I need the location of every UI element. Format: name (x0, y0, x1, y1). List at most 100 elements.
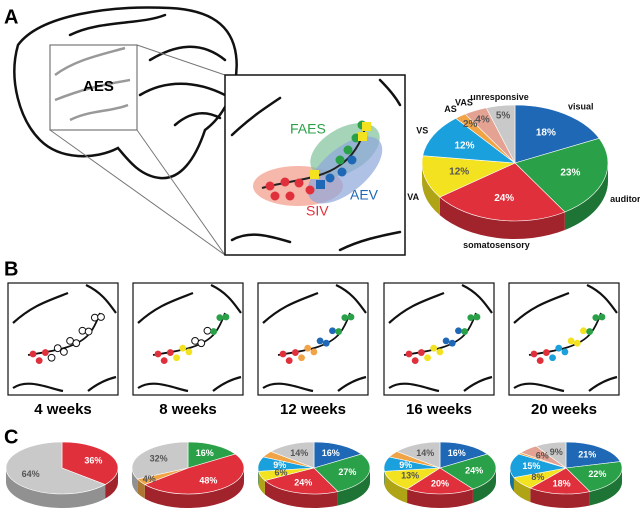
pie-side (258, 471, 265, 495)
pie-side (513, 477, 531, 503)
value-label: 36% (84, 456, 102, 466)
brain-sketch (13, 6, 238, 256)
value-label: 16% (448, 448, 466, 458)
sketch-frame (7, 282, 119, 396)
pie-slice (514, 137, 609, 213)
pie-slice (131, 441, 189, 480)
sketch-dot (216, 314, 224, 322)
pie-slice (439, 453, 497, 490)
value-label: 21% (578, 450, 596, 460)
pie-slice (485, 104, 516, 164)
sketch-frame (132, 282, 244, 396)
sketch-dot (29, 350, 37, 358)
value-label: 16% (196, 448, 214, 458)
value-label: 18% (553, 478, 571, 488)
category-label: unresponsive (470, 92, 529, 102)
region-label: AES (83, 78, 114, 95)
value-label: 24% (294, 478, 312, 488)
pie-side (472, 468, 496, 504)
pie-side (564, 163, 608, 230)
sketch-dot (84, 327, 93, 336)
value-label: 13% (401, 471, 419, 481)
value-label: 9% (550, 447, 563, 457)
pie-side (6, 468, 106, 509)
sketch-dot (430, 344, 438, 352)
sketch-dot (291, 349, 299, 356)
pie-slice (264, 467, 339, 495)
sketch-dot (173, 354, 180, 362)
sketch-line (262, 284, 367, 393)
sketch-dot (322, 339, 330, 347)
category-label: VA (407, 192, 419, 202)
category-label: VAS (455, 98, 473, 108)
region-label: AEV (350, 187, 379, 203)
value-label: 6% (274, 467, 287, 477)
pie-side (407, 489, 473, 509)
value-label: 18% (536, 127, 556, 138)
value-label: 16% (322, 448, 340, 458)
week-label: 12 weeks (280, 401, 346, 418)
pie-slice (565, 441, 621, 469)
pie-slice (144, 453, 245, 495)
value-label: 24% (494, 193, 514, 204)
sketch-dot (298, 354, 305, 362)
sketch-dot (417, 349, 425, 356)
sketch-dot (47, 353, 56, 362)
region-label: SIV (306, 203, 329, 219)
pie-side (264, 480, 338, 508)
sketch-dot (573, 339, 581, 347)
sketch-dot (580, 327, 587, 335)
sketch-dot (592, 314, 600, 322)
sketch-dot (411, 357, 419, 365)
sketch-dot (542, 349, 550, 356)
sketch-dot (555, 344, 563, 352)
category-label: VS (416, 126, 428, 136)
sketch-line (137, 284, 242, 393)
sketch-dot (41, 349, 49, 356)
value-label: 12% (449, 167, 469, 178)
week-label: 20 weeks (531, 401, 597, 418)
value-label: 5% (496, 111, 511, 122)
sketch-line (513, 284, 618, 393)
value-label: 22% (588, 469, 606, 479)
sketch-dot (448, 339, 456, 347)
value-label: 8% (531, 472, 544, 482)
pie-slice (5, 441, 106, 495)
value-label: 20% (431, 478, 449, 488)
category-label: somatosensory (463, 240, 530, 250)
panel-label: B (4, 258, 18, 280)
pie-slice (514, 104, 600, 164)
sketch-dot (285, 357, 293, 365)
value-label: 48% (199, 475, 217, 485)
category-label: visual (568, 102, 594, 112)
sketch-dot (53, 344, 62, 353)
sketch-dot (442, 337, 450, 345)
category-label: auditory (610, 194, 640, 204)
pie-side (589, 468, 622, 506)
value-label: 15% (522, 461, 540, 471)
value-label: 9% (273, 460, 286, 470)
sketch-dot (310, 348, 318, 356)
sketch-dot (561, 348, 569, 356)
sketch-dot (72, 339, 81, 348)
panel-b (7, 282, 620, 396)
pie-slice (406, 467, 474, 495)
pie-side (439, 197, 565, 240)
pie-slice (529, 467, 591, 495)
pie-side (422, 163, 440, 216)
category-label: AS (444, 104, 457, 114)
sketch-dot (154, 350, 162, 358)
pie-slice (61, 441, 119, 485)
sketch-dot (467, 314, 475, 322)
panel-label: A (4, 6, 18, 28)
pie-side (144, 468, 244, 508)
pie-slice (187, 441, 236, 469)
pie-slice (439, 441, 488, 469)
sketch-dot (341, 314, 349, 322)
week-label: 16 weeks (406, 401, 472, 418)
value-label: 9% (399, 460, 412, 470)
pie-side (384, 471, 408, 504)
sketch-dot (166, 349, 174, 356)
value-label: 64% (22, 469, 40, 479)
value-label: 23% (560, 168, 580, 179)
